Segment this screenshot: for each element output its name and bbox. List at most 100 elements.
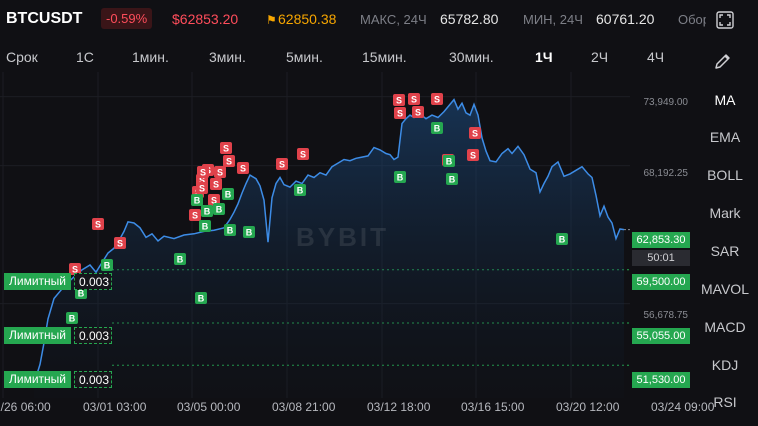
indicator-boll[interactable]: BOLL [707,167,743,183]
buy-marker[interactable]: B [75,287,87,299]
buy-marker[interactable]: B [556,233,568,245]
svg-text:B: B [69,314,76,324]
buy-marker[interactable]: B [224,224,236,236]
buy-marker[interactable]: B [446,173,458,185]
limit-price-tag: 51,530.00 [632,372,690,388]
countdown-tag: 50:01 [632,250,690,266]
indicator-rsi[interactable]: RSI [713,394,737,410]
tab-interval-30m[interactable]: 30мин. [449,49,494,65]
sell-marker[interactable]: S [114,237,126,249]
sell-marker[interactable]: S [394,107,406,119]
sell-marker[interactable]: S [92,218,104,230]
sell-marker[interactable]: S [408,93,420,105]
svg-text:S: S [213,180,219,190]
svg-text:S: S [223,144,229,154]
buy-marker[interactable]: B [66,312,78,324]
buy-marker[interactable]: B [243,226,255,238]
buy-marker[interactable]: B [394,171,406,183]
svg-text:S: S [415,108,421,118]
x-tick-label: 03/05 00:00 [177,400,241,414]
indicator-sar[interactable]: SAR [710,243,740,259]
x-tick-label: 2/26 06:00 [0,400,51,414]
y-tick-label: 68,192.25 [643,168,689,179]
svg-text:B: B [198,294,205,304]
high-24h-label: МАКС, 24Ч [360,12,427,27]
sell-marker[interactable]: S [412,106,424,118]
tab-interval-5m[interactable]: 5мин. [286,49,323,65]
limit-order-label[interactable]: Лимитный [4,371,71,388]
svg-text:S: S [240,164,246,174]
svg-text:B: B [225,190,232,200]
fullscreen-icon[interactable] [716,11,734,29]
price-line [33,98,625,384]
indicator-mavol[interactable]: MAVOL [701,281,749,297]
indicator-mark[interactable]: Mark [709,205,741,221]
svg-text:B: B [204,207,211,217]
sell-marker[interactable]: S [276,158,288,170]
indicator-kdj[interactable]: KDJ [711,357,739,373]
limit-order-label[interactable]: Лимитный [4,327,71,344]
sell-marker[interactable]: S [220,142,232,154]
x-tick-label: 03/12 18:00 [367,400,431,414]
tab-interval-15m[interactable]: 15мин. [362,49,407,65]
sell-marker[interactable]: S [69,263,81,275]
svg-text:B: B [202,222,209,232]
sell-marker[interactable]: S [237,162,249,174]
limit-price-tag: 59,500.00 [632,274,690,290]
buy-marker[interactable]: B [431,122,443,134]
svg-text:S: S [226,157,232,167]
buy-marker[interactable]: B [174,253,186,265]
tab-interval-1h[interactable]: 1Ч [535,49,553,65]
limit-order-qty[interactable]: 0.003 [74,273,112,290]
low-24h-label: МИН, 24Ч [523,12,583,27]
watermark: BYBIT [296,222,389,252]
svg-text:B: B [559,235,566,245]
sell-marker[interactable]: S [197,166,209,178]
indicator-macd[interactable]: MACD [704,319,746,335]
svg-text:S: S [117,239,123,249]
buy-marker[interactable]: B [201,205,213,217]
svg-text:S: S [199,184,205,194]
tab-interval-1s[interactable]: 1С [76,49,94,65]
buy-marker[interactable]: B [213,203,225,215]
limit-order-qty[interactable]: 0.003 [74,371,112,388]
y-tick-label: 56,678.75 [643,310,689,321]
sell-marker[interactable]: S [189,209,201,221]
sell-marker[interactable]: S [431,93,443,105]
svg-text:B: B [397,173,404,183]
sell-marker[interactable]: S [223,155,235,167]
buy-marker[interactable]: B [191,194,203,206]
buy-marker[interactable]: B [443,155,455,167]
change-badge: -0.59% [101,8,153,29]
last-price: $62853.20 [172,11,239,27]
svg-text:S: S [434,95,440,105]
pencil-icon[interactable] [713,51,733,71]
buy-marker[interactable]: B [199,220,211,232]
price-area [34,99,624,398]
tab-interval-2h[interactable]: 2Ч [591,49,609,65]
svg-text:B: B [78,289,85,299]
svg-text:B: B [434,124,441,134]
svg-text:S: S [397,109,403,119]
sell-marker[interactable]: S [469,127,481,139]
tab-interval-4h[interactable]: 4Ч [647,49,665,65]
indicator-ema[interactable]: EMA [709,129,741,145]
sell-marker[interactable]: S [196,182,208,194]
limit-order-qty[interactable]: 0.003 [74,327,112,344]
symbol-name[interactable]: BTCUSDT [6,10,83,27]
sell-marker[interactable]: S [297,148,309,160]
tab-interval-3m[interactable]: 3мин. [209,49,246,65]
limit-order-label[interactable]: Лимитный [4,273,71,290]
indicator-ma[interactable]: MA [714,92,736,108]
sell-marker[interactable]: S [210,178,222,190]
sell-marker[interactable]: S [467,149,479,161]
tab-interval-1m[interactable]: 1мин. [132,49,169,65]
svg-text:B: B [246,228,253,238]
buy-marker[interactable]: B [101,259,113,271]
buy-marker[interactable]: B [294,184,306,196]
buy-marker[interactable]: B [222,188,234,200]
sell-marker[interactable]: S [214,166,226,178]
sell-marker[interactable]: S [393,94,405,106]
buy-marker[interactable]: B [195,292,207,304]
svg-text:B: B [297,186,304,196]
